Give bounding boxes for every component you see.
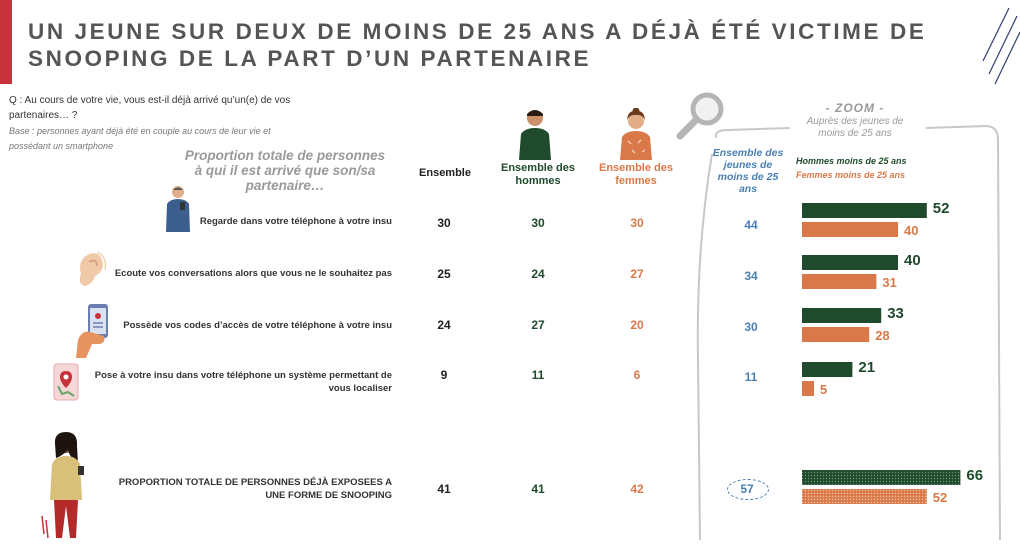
woman-phone-icon xyxy=(41,432,84,539)
value-hommes: 30 xyxy=(531,216,545,230)
phone-in-hand-icon xyxy=(76,304,108,358)
bar-label-hommes-4: 66 xyxy=(966,467,983,484)
bar-femmes-1 xyxy=(802,274,877,289)
zoom-subtitle: Auprès des jeunes de moins de 25 ans xyxy=(806,116,904,139)
bar-label-femmes-0: 40 xyxy=(904,223,918,238)
value-jeunes: 44 xyxy=(744,218,758,232)
legend-femmes: Femmes moins de 25 ans xyxy=(796,170,906,180)
ear-icon xyxy=(79,251,107,286)
bar-label-hommes-2: 33 xyxy=(887,305,904,322)
value-femmes: 30 xyxy=(630,216,644,230)
value-femmes: 6 xyxy=(633,368,641,382)
location-phone-icon xyxy=(53,363,79,401)
bar-hommes-1 xyxy=(802,255,898,270)
value-jeunes: 57 xyxy=(740,482,754,496)
bar-hommes-3 xyxy=(802,362,853,377)
value-jeunes: 30 xyxy=(744,320,758,334)
value-hommes: 41 xyxy=(531,482,545,496)
column-header-femmes: Ensemble des femmes xyxy=(599,162,673,187)
value-femmes: 20 xyxy=(630,318,644,332)
bar-femmes-2 xyxy=(802,327,870,342)
bar-hommes-4 xyxy=(802,470,961,485)
value-hommes: 27 xyxy=(531,318,545,332)
man-phone-icon xyxy=(166,186,190,232)
column-header-ensemble: Ensemble xyxy=(419,167,471,179)
bar-femmes-4 xyxy=(802,489,927,504)
proportion-label: Proportion totale de personnes à qui il … xyxy=(184,148,386,193)
decorative-lines-icon xyxy=(982,7,1020,85)
zoom-title: - ZOOM - xyxy=(825,101,885,115)
magnifier-icon xyxy=(676,92,724,140)
column-header-jeunes: Ensemble des jeunes de moins de 25 ans xyxy=(712,147,784,195)
value-hommes: 11 xyxy=(531,368,545,382)
value-hommes: 24 xyxy=(531,267,545,281)
bar-label-femmes-2: 28 xyxy=(875,328,889,343)
page-title-line-2: SNOOPING DE LA PART D’UN PARTENAIRE xyxy=(28,46,592,71)
value-ensemble: 30 xyxy=(437,216,451,230)
bar-label-femmes-4: 52 xyxy=(933,490,947,505)
highlight-circle xyxy=(727,479,769,500)
value-jeunes: 11 xyxy=(744,370,758,384)
page-title: UN JEUNE SUR DEUX DE MOINS DE 25 ANS A D… xyxy=(28,18,948,72)
bar-label-hommes-3: 21 xyxy=(858,359,875,376)
value-ensemble: 41 xyxy=(437,482,451,496)
base-text: Base : personnes ayant déjà été en coupl… xyxy=(9,126,271,151)
value-femmes: 27 xyxy=(630,267,644,281)
legend-hommes: Hommes moins de 25 ans xyxy=(796,156,907,166)
question-text: Q : Au cours de votre vie, vous est-il d… xyxy=(9,95,291,121)
value-jeunes: 34 xyxy=(744,269,758,283)
bar-femmes-0 xyxy=(802,222,898,237)
row-label: Pose à votre insu dans votre téléphone u… xyxy=(94,370,392,394)
bar-hommes-2 xyxy=(802,308,882,323)
value-femmes: 42 xyxy=(630,482,644,496)
row-label: Ecoute vos conversations alors que vous … xyxy=(114,268,392,279)
bar-label-femmes-3: 5 xyxy=(820,382,827,397)
woman-figure-icon xyxy=(620,108,652,160)
value-ensemble: 25 xyxy=(437,267,451,281)
bar-label-femmes-1: 31 xyxy=(882,275,896,290)
value-ensemble: 24 xyxy=(437,318,451,332)
row-label: PROPORTION TOTALE DE PERSONNES DÉJÀ EXPO… xyxy=(118,477,392,501)
value-ensemble: 9 xyxy=(440,368,448,382)
page-title-line-1: UN JEUNE SUR DEUX DE MOINS DE 25 ANS A D… xyxy=(28,19,927,44)
bar-femmes-3 xyxy=(802,381,814,396)
bar-label-hommes-1: 40 xyxy=(904,252,921,269)
row-label: Regarde dans votre téléphone à votre ins… xyxy=(199,216,392,227)
bar-hommes-0 xyxy=(802,203,927,218)
bar-label-hommes-0: 52 xyxy=(933,200,950,217)
zoom-frame xyxy=(696,124,1001,541)
row-label: Possède vos codes d’accès de votre télép… xyxy=(123,320,392,331)
column-header-hommes: Ensemble des hommes xyxy=(501,162,575,187)
header-accent-bar xyxy=(0,0,12,84)
man-figure-icon xyxy=(519,110,551,160)
